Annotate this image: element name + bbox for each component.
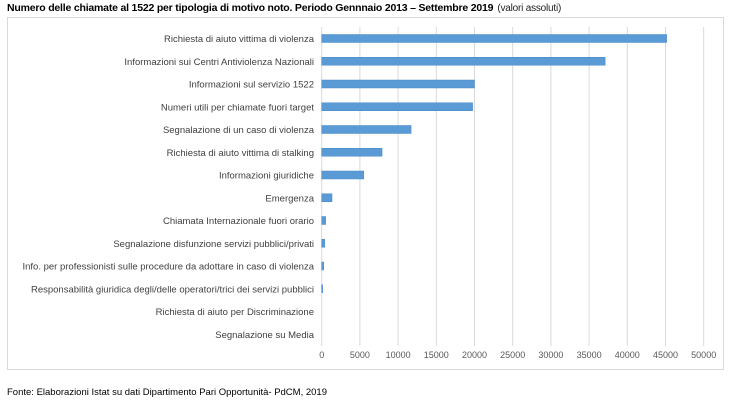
x-tick-label: 30000 bbox=[538, 350, 563, 360]
chart-frame bbox=[7, 17, 724, 370]
category-label: Info. per professionisti sulle procedure… bbox=[22, 262, 314, 273]
bar bbox=[321, 148, 383, 157]
x-tick-label: 0 bbox=[319, 350, 324, 360]
category-label: Emergenza bbox=[265, 193, 314, 204]
category-label: Informazioni giuridiche bbox=[219, 171, 314, 182]
bar bbox=[321, 216, 326, 225]
bar bbox=[321, 57, 606, 66]
bar bbox=[321, 79, 475, 89]
category-label: Richiesta di aiuto per Discriminazione bbox=[156, 307, 314, 318]
chart-title: Numero delle chiamate al 1522 per tipolo… bbox=[7, 2, 561, 14]
category-label: Segnalazione disfunzione servizi pubblic… bbox=[113, 239, 314, 250]
category-label: Segnalazione di un caso di violenza bbox=[163, 125, 315, 136]
bar bbox=[321, 239, 325, 248]
x-tick-label: 10000 bbox=[386, 350, 411, 360]
x-tick-label: 20000 bbox=[462, 350, 487, 360]
category-label: Richiesta di aiuto vittima di stalking bbox=[167, 148, 314, 159]
category-label: Segnalazione su Media bbox=[215, 330, 314, 341]
chart-subtitle: (valori assoluti) bbox=[497, 3, 562, 14]
category-label: Responsabilità giuridica degli/delle ope… bbox=[31, 284, 314, 295]
bar bbox=[321, 261, 324, 271]
x-tick-label: 40000 bbox=[615, 350, 640, 360]
category-label: Chiamata Internazionale fuori orario bbox=[163, 216, 314, 227]
x-tick-label: 45000 bbox=[653, 350, 678, 360]
bar bbox=[321, 170, 364, 180]
x-tick-label: 5000 bbox=[350, 350, 370, 360]
bar bbox=[321, 102, 473, 111]
category-label: Numeri utili per chiamate fuori target bbox=[161, 102, 314, 113]
category-label: Informazioni sul servizio 1522 bbox=[189, 80, 314, 91]
x-tick-label: 35000 bbox=[577, 350, 602, 360]
title-text: Numero delle chiamate al 1522 per tipolo… bbox=[7, 2, 494, 14]
category-label: Informazioni sui Centri Antiviolenza Naz… bbox=[124, 57, 314, 68]
x-tick-label: 50000 bbox=[691, 350, 716, 360]
bar bbox=[321, 284, 323, 293]
bar bbox=[321, 125, 412, 134]
x-tick-label: 25000 bbox=[500, 350, 525, 360]
source-note: Fonte: Elaborazioni Istat su dati Dipart… bbox=[7, 387, 327, 398]
x-tick-label: 15000 bbox=[424, 350, 449, 360]
bar bbox=[321, 34, 667, 43]
category-label: Richiesta di aiuto vittima di violenza bbox=[164, 34, 315, 45]
bar bbox=[321, 193, 333, 202]
